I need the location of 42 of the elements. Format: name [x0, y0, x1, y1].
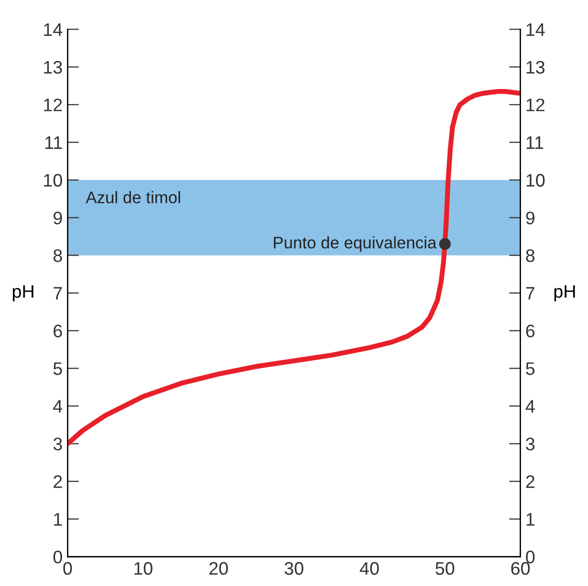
y2-tick-label: 10 [526, 174, 545, 187]
y2-tick-label: 3 [526, 438, 534, 450]
y-axis-title: pH [12, 285, 34, 302]
y-tick-label: 6 [54, 324, 62, 338]
y-tick-label: 13 [44, 60, 62, 74]
y-tick-label: 2 [54, 475, 62, 488]
y2-tick-label: 11 [526, 136, 544, 149]
y2-tick-label: 0 [526, 550, 535, 564]
x-tick-label: 30 [284, 562, 304, 575]
y2-tick-label: 13 [526, 60, 545, 74]
x-tick-label: 0 [63, 562, 72, 575]
annotation: Punto de equivalencia [274, 236, 437, 252]
y2-axis-title: pH [554, 285, 575, 302]
y2-tick-label: 6 [526, 324, 534, 338]
y-tick-label: 14 [44, 23, 62, 36]
y-tick-label: 3 [53, 438, 62, 450]
y2-tick-label: 14 [526, 23, 545, 36]
x-tick-label: 10 [134, 562, 152, 575]
y2-tick-label: 4 [526, 400, 535, 413]
x-tick-label: 50 [436, 562, 454, 575]
y-tick-label: 5 [53, 362, 62, 376]
y2-tick-label: 12 [526, 98, 544, 112]
y-tick-label: 8 [54, 249, 62, 262]
x-tick-label: 60 [511, 562, 530, 575]
y-tick-label: 0 [53, 550, 62, 564]
y2-tick-label: 1 [526, 513, 534, 526]
y2-tick-label: 2 [526, 475, 534, 488]
y2-tick-label: 8 [526, 249, 534, 262]
y-tick-label: 9 [54, 212, 62, 224]
line-series [68, 89, 520, 446]
y-tick-label: 1 [54, 513, 62, 526]
y-tick-label: 7 [54, 287, 62, 300]
y-tick-label: 12 [44, 98, 62, 112]
y-tick-label: 4 [53, 400, 62, 413]
y2-tick-label: 5 [526, 362, 535, 376]
x-tick-label: 20 [209, 562, 228, 575]
band-label: Azul de timol [86, 191, 180, 204]
y2-tick-label: 9 [526, 212, 534, 224]
y2-tick-label: 7 [526, 287, 534, 300]
x-tick-label: 40 [360, 562, 379, 575]
y-tick-label: 11 [45, 136, 62, 149]
y-tick-label: 10 [44, 174, 62, 187]
